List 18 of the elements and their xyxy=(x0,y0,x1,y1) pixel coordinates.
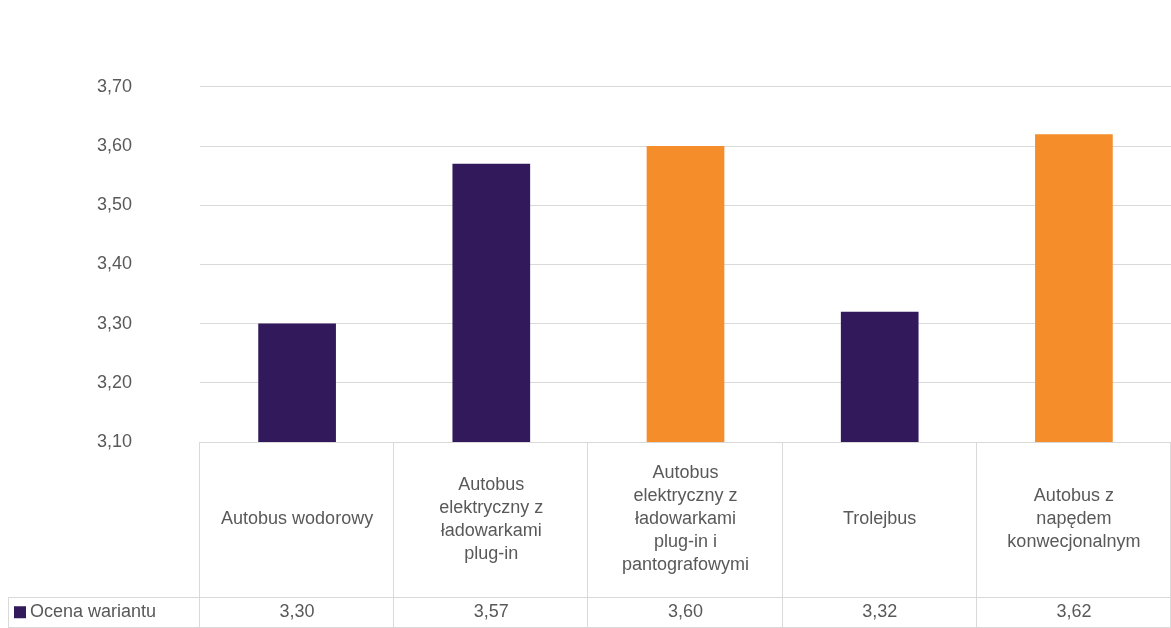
y-tick-label: 3,30 xyxy=(96,312,132,333)
x-tick-label: Autobus elektryczny z ładowarkami plug-in xyxy=(439,473,544,563)
x-tick-label: Autobus elektryczny z ładowarkami plug-in i pantografowymi xyxy=(621,462,750,575)
data-label: 3,62 xyxy=(1056,601,1092,622)
data-label: 3,57 xyxy=(473,601,509,622)
data-label: 3,60 xyxy=(667,601,704,622)
legend-label: Ocena wariantu xyxy=(30,601,157,622)
y-tick-label: 3,70 xyxy=(96,75,132,96)
y-tick-label: 3,50 xyxy=(96,194,132,215)
x-tick-label: Trolejbus xyxy=(843,508,917,529)
y-tick-label: 3,40 xyxy=(96,253,132,274)
y-tick-label: 3,60 xyxy=(96,134,132,155)
data-label: 3,30 xyxy=(279,601,315,622)
x-tick-label: Autobus z napędem konwecjonalnym xyxy=(1007,485,1141,552)
y-tick-label: 3,10 xyxy=(96,430,132,451)
y-tick-label: 3,20 xyxy=(96,371,132,392)
data-label: 3,32 xyxy=(862,601,898,622)
x-tick-label: Autobus wodorowy xyxy=(221,508,374,529)
